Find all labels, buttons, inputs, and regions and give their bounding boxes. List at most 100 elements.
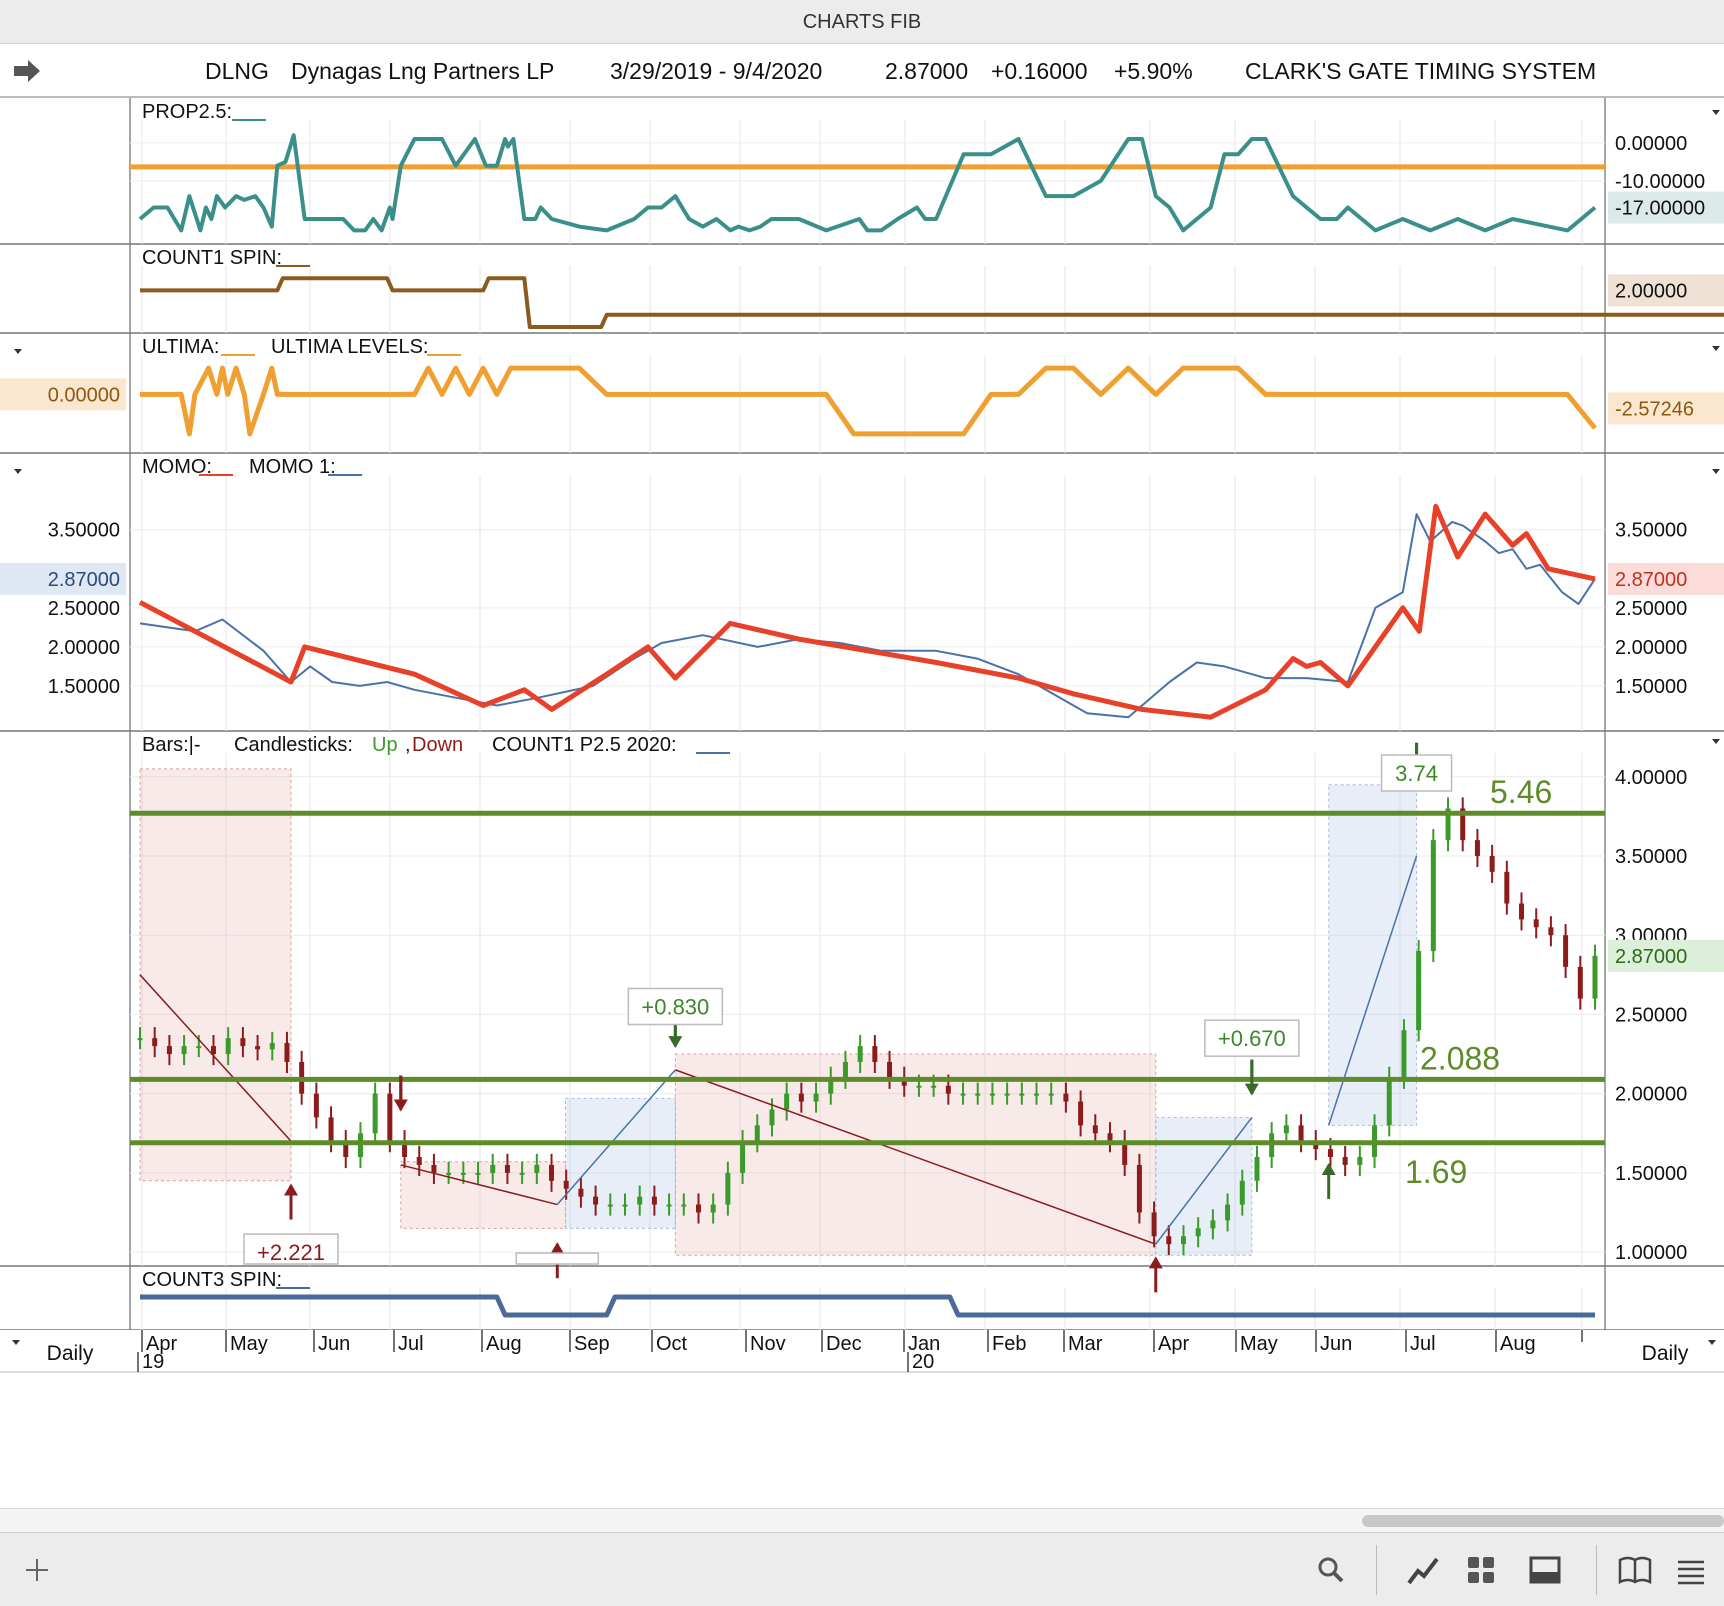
value-box-right (1608, 392, 1724, 425)
candlestick-body (1342, 1157, 1348, 1165)
candlestick-body (1210, 1220, 1216, 1229)
candlestick-body (887, 1061, 893, 1078)
trend-line (556, 1069, 676, 1206)
chevron-down-icon (1712, 110, 1720, 115)
signal-arrowhead (1148, 1256, 1163, 1269)
candlestick-body (784, 1093, 790, 1110)
annotation-box (1380, 754, 1453, 792)
candlestick-body (872, 1046, 878, 1062)
annotation-label: 3.74 (1380, 754, 1453, 792)
value-box-text-right: 2.87000 (1615, 946, 1687, 968)
x-month-label: Dec (826, 1333, 862, 1355)
signal-arrowhead (1321, 1162, 1336, 1175)
annotation-box (515, 1252, 600, 1265)
candlestick-body (637, 1196, 643, 1205)
candlestick-body (210, 1046, 216, 1055)
candlestick-body (269, 1042, 275, 1050)
legend-label-0: COUNT1 SPIN: (142, 247, 282, 269)
candlestick-body (931, 1085, 937, 1088)
candlestick-body (857, 1046, 863, 1062)
gate-box (674, 1053, 1157, 1256)
candlestick-body (490, 1164, 496, 1173)
candlestick-body (681, 1204, 687, 1207)
grid-icon[interactable] (1462, 1551, 1500, 1589)
annotation-label: +0.670 (1204, 1019, 1300, 1057)
candlestick-body (534, 1164, 540, 1173)
chevron-down-icon (14, 469, 22, 474)
candlestick-body (431, 1164, 437, 1173)
candlestick-body (798, 1093, 804, 1102)
chevron-down-icon (1712, 739, 1720, 744)
candlestick-body (416, 1157, 422, 1165)
candlestick-body (1327, 1149, 1333, 1158)
y-tick-label: 2.50000 (1615, 598, 1687, 620)
candlestick-body (460, 1172, 466, 1175)
candlestick-body (372, 1093, 378, 1134)
x-month-label: May (230, 1333, 268, 1355)
signal-arrowhead (393, 1099, 408, 1112)
signal-arrowhead (668, 1036, 683, 1049)
candlestick-body (1386, 1077, 1392, 1126)
candlestick-body (666, 1204, 672, 1207)
toolbar-separator (1376, 1545, 1377, 1595)
candlestick-body (1239, 1180, 1245, 1205)
candlestick-body (1563, 935, 1569, 967)
line-chart-icon[interactable] (1404, 1551, 1442, 1589)
legend-label-0: COUNT3 SPIN: (142, 1269, 282, 1291)
candlestick-body (1283, 1125, 1289, 1134)
candlestick-body (446, 1172, 452, 1175)
scrollbar-thumb[interactable] (1362, 1515, 1724, 1527)
candlestick-body (1401, 1030, 1407, 1078)
value-box-text-right: 2.00000 (1615, 280, 1687, 302)
candlestick-body (1533, 919, 1539, 928)
x-month-label: Nov (750, 1333, 786, 1355)
value-box-text-left: 2.87000 (48, 569, 120, 591)
x-month-label: Jan (908, 1333, 940, 1355)
candlestick-body (1107, 1133, 1113, 1142)
x-month-label: Jun (1320, 1333, 1352, 1355)
multi-panel-chart[interactable]: 0.00000 -10.00000 PROP2.5: -17.00000 COUNT1 … (0, 98, 1724, 1516)
candlestick-body (813, 1093, 819, 1102)
value-box-left (0, 378, 126, 411)
y-tick-label-left: 1.50000 (48, 676, 120, 698)
share-arrow-icon[interactable] (10, 58, 44, 84)
legend-count1: COUNT1 P2.5 2020: (492, 734, 677, 756)
window-title: CHARTS FIB (0, 0, 1724, 44)
x-month-label: Jul (1410, 1333, 1436, 1355)
x-month-label: Aug (1500, 1333, 1536, 1355)
candlestick-body (578, 1188, 584, 1197)
candlestick-body (225, 1038, 231, 1055)
value-box-text-left: 0.00000 (48, 384, 120, 406)
date-range: 3/29/2019 - 9/4/2020 (610, 58, 823, 84)
prop-series-line (138, 133, 1597, 233)
horizontal-scrollbar[interactable] (0, 1508, 1724, 1532)
trend-line (400, 1164, 558, 1206)
legend-label-1: ULTIMA LEVELS: (271, 336, 428, 358)
candlestick-body (387, 1093, 393, 1142)
add-icon[interactable] (18, 1551, 56, 1589)
legend-label-0: MOMO: (142, 456, 212, 478)
value-box-text-right: -2.57246 (1615, 398, 1694, 420)
panel-icon[interactable] (1526, 1551, 1564, 1589)
candlestick-body (754, 1125, 760, 1142)
candlestick-body (1577, 966, 1583, 999)
legend-label-0: ULTIMA: (142, 336, 219, 358)
book-icon[interactable] (1616, 1551, 1654, 1589)
fib-level-label: 1.69 (1405, 1154, 1467, 1190)
menu-icon[interactable] (1672, 1551, 1710, 1589)
candlestick-body (1357, 1157, 1363, 1165)
bottom-toolbar (0, 1532, 1724, 1606)
candlestick-body (1298, 1125, 1304, 1142)
candlestick-body (1474, 840, 1480, 856)
candlestick-body (1136, 1164, 1142, 1213)
chart-area[interactable]: 0.00000 -10.00000 PROP2.5: -17.00000 COUNT1 … (0, 98, 1724, 1516)
candlestick-body (196, 1046, 202, 1049)
annotation-box (243, 1233, 339, 1265)
x-month-label: Aug (486, 1333, 522, 1355)
candlestick-body (622, 1204, 628, 1207)
value-box-left (0, 562, 126, 595)
trend-line (675, 1069, 1157, 1245)
search-icon[interactable] (1312, 1551, 1350, 1589)
candlestick-body (1504, 871, 1510, 904)
chevron-down-icon (14, 349, 22, 354)
